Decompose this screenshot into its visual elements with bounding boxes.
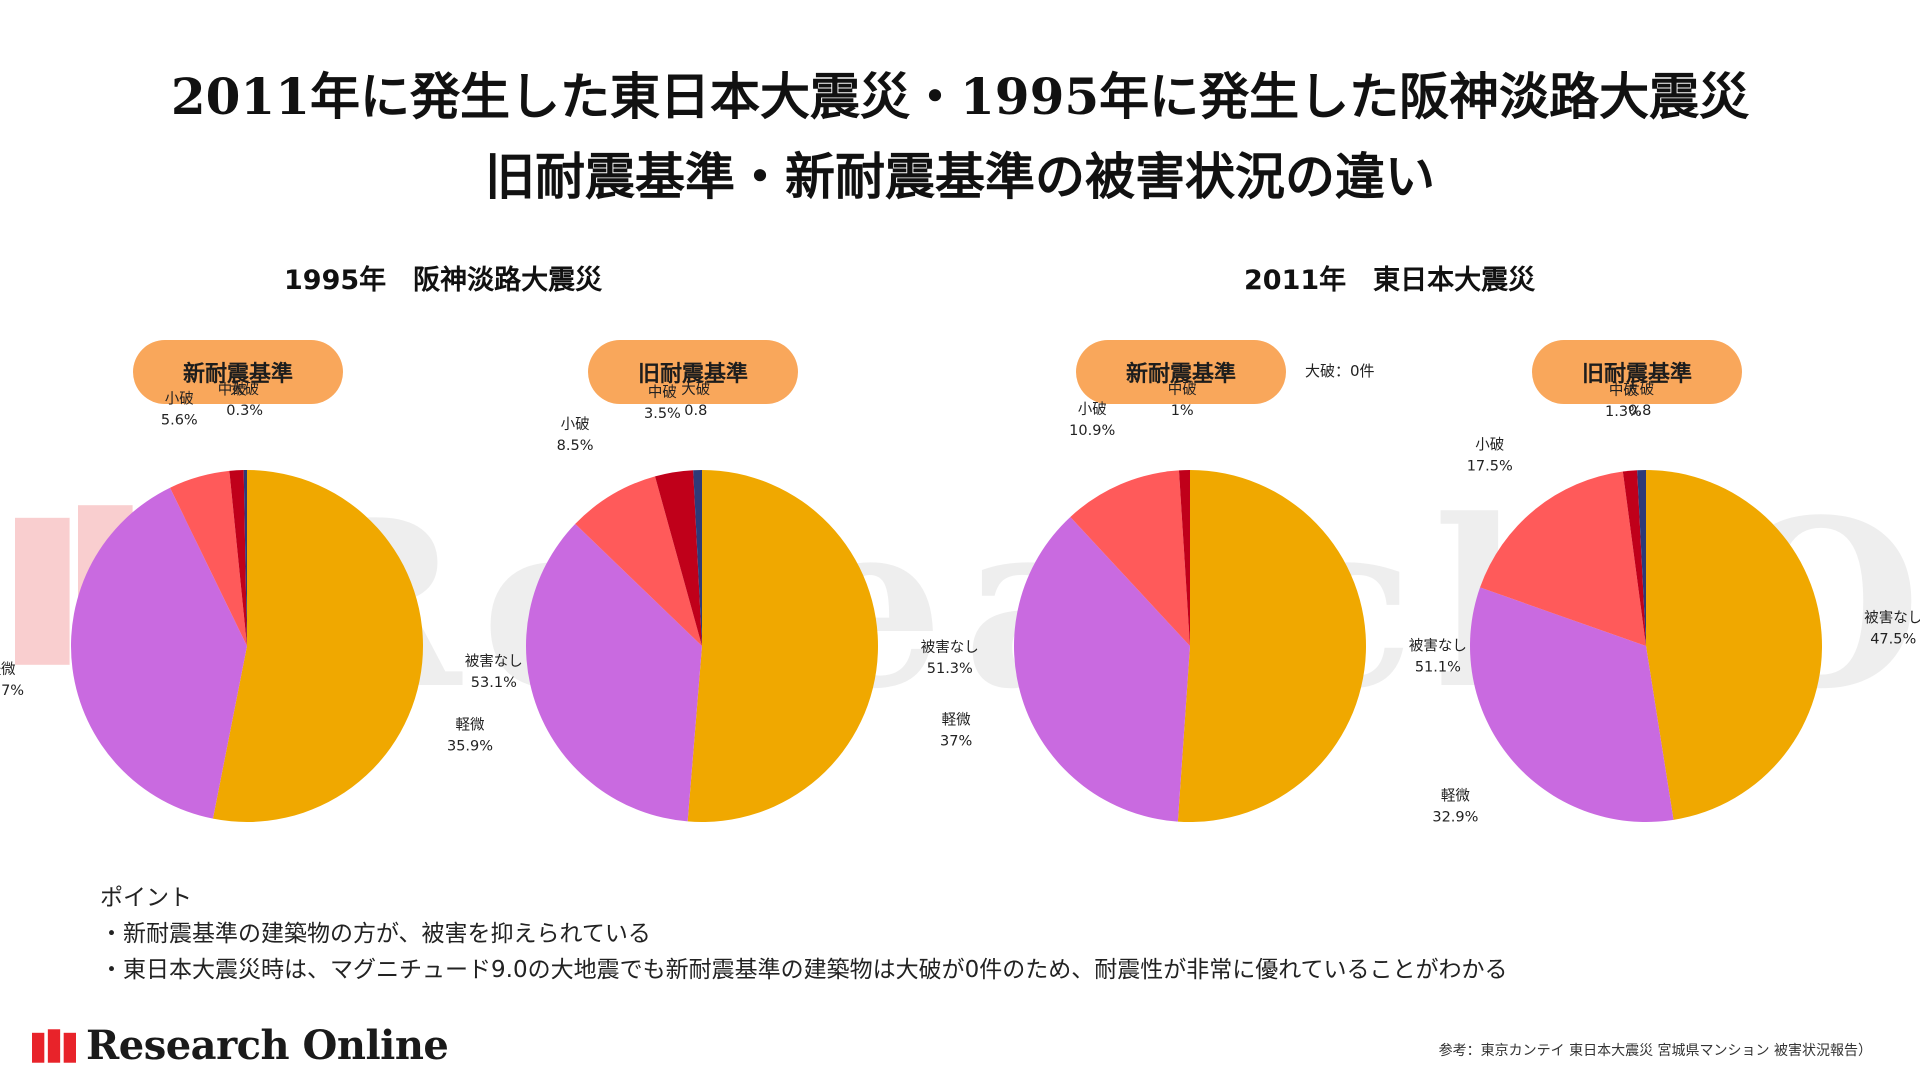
- pill-1995-old: 旧耐震基準: [588, 340, 798, 404]
- pie-0-label-name-medium: 中破: [218, 381, 247, 398]
- pie-0-slice-slight: [71, 487, 248, 819]
- pie-1-label-value-medium: 3.5%: [644, 406, 681, 422]
- pie-0-slice-large: [243, 470, 247, 646]
- pie-1-slice-slight: [525, 523, 702, 822]
- pie-2-slice-medium: [1178, 470, 1190, 646]
- pie-3-label-name-slight: 軽微: [1441, 788, 1470, 805]
- pie-2-slice-slight: [1014, 516, 1190, 822]
- pie-0-label-value-large: 0.3%: [226, 403, 263, 419]
- pie-3-slice-slight: [1470, 587, 1674, 822]
- pie-1-label-name-small: 小破: [561, 416, 590, 433]
- pill-2011-new: 新耐震基準: [1076, 340, 1286, 404]
- page-title-line2: 旧耐震基準・新耐震基準の被害状況の違い: [485, 147, 1435, 206]
- pie-1-slice-medium: [655, 470, 702, 646]
- logo-icon: [32, 1028, 76, 1063]
- pie-3-slice-large: [1637, 470, 1646, 646]
- pie-2-slice-small: [1070, 470, 1190, 646]
- section-title-1995: 1995年 阪神淡路大震災: [284, 265, 603, 296]
- pie-3-label-name-large: 大破: [1625, 381, 1654, 398]
- logo-text: Research Online: [86, 1022, 449, 1069]
- pie-2-label-name-slight: 軽微: [942, 712, 971, 729]
- page-title-line1: 2011年に発生した東日本大震災・1995年に発生した阪神淡路大震災: [170, 67, 1750, 126]
- note-2011-new-large-zero: 大破：0件: [1305, 362, 1375, 380]
- pill-2011-old: 旧耐震基準: [1532, 340, 1742, 404]
- pie-3-label-value-medium: 1.3%: [1605, 404, 1642, 420]
- pie-3-slice-small: [1480, 471, 1646, 646]
- pie-0-label-name-slight: 軽微: [0, 661, 16, 678]
- pie-3-label-name-small: 小破: [1475, 436, 1504, 453]
- pie-1-label-value-slight: 35.9%: [447, 739, 493, 755]
- pie-2-label-name-none: 被害なし: [1409, 638, 1467, 655]
- pie-0-slice-small: [170, 470, 247, 646]
- pie-2-label-value-slight: 37%: [940, 734, 972, 750]
- pie-3-label-name-medium: 中破: [1609, 382, 1638, 399]
- pie-1-label-value-large: 0.8: [684, 403, 707, 419]
- pie-0-slice-none: [212, 470, 424, 822]
- pie-1-label-name-none: 被害なし: [921, 639, 979, 656]
- points-line1: ・新耐震基準の建築物の方が、被害を抑えられている: [100, 921, 651, 947]
- pie-1-slice-large: [693, 470, 702, 646]
- pie-3-label-name-none: 被害なし: [1864, 610, 1920, 627]
- pie-3-label-value-slight: 32.9%: [1432, 810, 1478, 826]
- pie-1-slice-none: [687, 470, 879, 823]
- pie-3-label-value-large: 0.8: [1628, 403, 1651, 419]
- pie-0-label-value-none: 53.1%: [471, 675, 517, 691]
- pie-2-label-name-medium: 中破: [1168, 381, 1197, 398]
- pie-2-label-value-medium: 1%: [1171, 403, 1194, 419]
- points-heading: ポイント: [100, 885, 192, 911]
- pie-2-label-name-small: 小破: [1078, 401, 1107, 418]
- pie-0-slice-medium: [229, 470, 247, 646]
- pie-1-label-name-medium: 中破: [648, 384, 677, 401]
- pie-1-label-value-none: 51.3%: [927, 661, 973, 677]
- pie-0-label-value-slight: 39.7%: [0, 683, 24, 699]
- pie-2-label-value-small: 10.9%: [1069, 423, 1115, 439]
- pie-1-slice-small: [575, 476, 702, 646]
- points-line2: ・東日本大震災時は、マグニチュード9.0の大地震でも新耐震基準の建築物は大破が0…: [100, 957, 1508, 983]
- source-note: 参考：東京カンテイ 東日本大震災 宮城県マンション 被害状況報告）: [1438, 1043, 1872, 1059]
- pie-3-label-value-small: 17.5%: [1467, 458, 1513, 474]
- section-title-2011: 2011年 東日本大震災: [1244, 265, 1536, 296]
- footer-logo: Research Online: [32, 1022, 449, 1069]
- pie-0-label-value-small: 5.6%: [161, 412, 198, 428]
- pie-0-label-name-large: 大破: [230, 381, 259, 398]
- pie-1-label-value-small: 8.5%: [557, 438, 594, 454]
- pie-3-slice-medium: [1622, 470, 1646, 646]
- pie-1-label-name-large: 大破: [681, 381, 710, 398]
- pie-0-label-name-none: 被害なし: [465, 653, 523, 670]
- pie-3-slice-none: [1646, 470, 1823, 820]
- pie-3-label-value-none: 47.5%: [1870, 632, 1916, 648]
- points-section: ポイント ・新耐震基準の建築物の方が、被害を抑えられている ・東日本大震災時は、…: [100, 880, 1508, 988]
- pie-2-slice-none: [1177, 470, 1367, 822]
- pie-0-label-name-small: 小破: [165, 390, 194, 407]
- pie-2-label-value-none: 51.1%: [1415, 660, 1461, 676]
- pill-1995-new: 新耐震基準: [133, 340, 343, 404]
- pie-1-label-name-slight: 軽微: [456, 717, 485, 734]
